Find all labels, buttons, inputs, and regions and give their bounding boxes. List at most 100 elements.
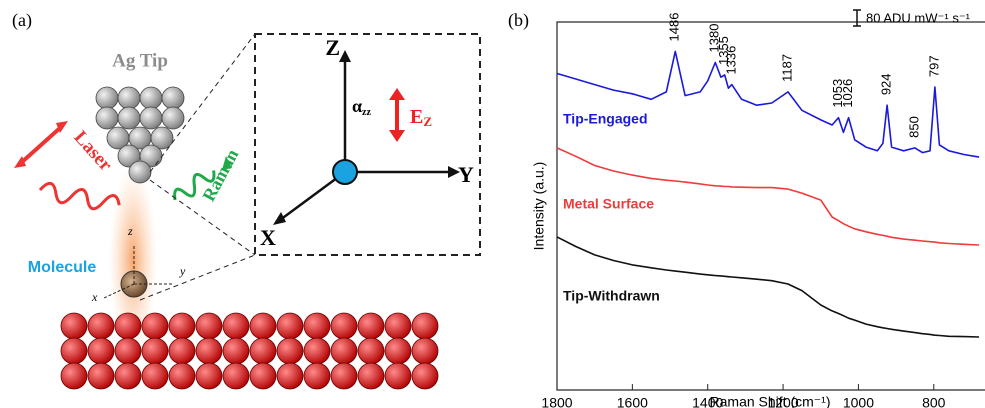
- surface-atom: [304, 363, 330, 389]
- series-label: Tip-Withdrawn: [563, 288, 660, 304]
- center-atom: [333, 160, 357, 184]
- x-tick-label: 1200: [767, 395, 798, 408]
- page: {"panel_a": {"label": "(a)", "tip": "Ag …: [0, 0, 985, 408]
- surface-atom: [412, 313, 438, 339]
- surface-atom: [142, 338, 168, 364]
- series-label: Metal Surface: [563, 196, 654, 212]
- x-tick-label: 1800: [541, 395, 572, 408]
- ag-atom: [162, 107, 184, 129]
- surface-atom: [331, 338, 357, 364]
- ag-atom: [140, 87, 162, 109]
- zoom-lines: [140, 34, 255, 300]
- polarizability: αzz: [352, 96, 371, 118]
- peak-label: 797: [926, 55, 941, 77]
- x-tick-label: 1600: [617, 395, 648, 408]
- figure: (a) Ag Tip Laser Raman Molecule z y x Z …: [0, 0, 985, 408]
- surface-atom: [169, 363, 195, 389]
- surface-atom: [358, 338, 384, 364]
- scale-bar-label: 80 ADU mW⁻¹ s⁻¹: [866, 10, 971, 25]
- x-tick-label: 800: [922, 395, 946, 408]
- surface-atom: [115, 338, 141, 364]
- surface-atom: [88, 313, 114, 339]
- field-sub: Z: [423, 114, 432, 129]
- panel-b: (b) 80 ADU mW⁻¹ s⁻¹ Raman Shift (cm⁻¹) I…: [508, 10, 985, 408]
- laser-arrow: [22, 128, 60, 162]
- scale-bar: [853, 10, 861, 26]
- surface-atom: [250, 363, 276, 389]
- surface-atom: [169, 338, 195, 364]
- surface-atom: [385, 363, 411, 389]
- surface-atom: [331, 313, 357, 339]
- surface-atom: [196, 338, 222, 364]
- ag-atom: [140, 107, 162, 129]
- raman-label: Raman: [198, 146, 242, 205]
- surface-atom: [277, 313, 303, 339]
- tip-label: Ag Tip: [112, 50, 168, 71]
- zoom-box: [255, 34, 480, 255]
- peak-label: 924: [879, 73, 894, 95]
- box-axis-z: Z: [325, 35, 340, 60]
- surface-atom: [223, 363, 249, 389]
- panel-label: (b): [508, 10, 529, 31]
- y-axis-label: Intensity (a.u.): [531, 162, 547, 251]
- ag-atom: [96, 107, 118, 129]
- surface-atom: [412, 338, 438, 364]
- box-axis-arrowheads: [273, 50, 460, 225]
- box-axes: [280, 58, 452, 220]
- x-tick-label: 1400: [692, 395, 723, 408]
- surface-atom: [277, 338, 303, 364]
- surface-atom: [88, 363, 114, 389]
- x-tick-label: 1000: [843, 395, 874, 408]
- surface-atom: [250, 313, 276, 339]
- surface-atom: [412, 363, 438, 389]
- ag-atom: [162, 87, 184, 109]
- mol-axis-x: x: [91, 290, 98, 304]
- surface-atom: [88, 338, 114, 364]
- surface-atom: [115, 313, 141, 339]
- alpha: α: [352, 96, 362, 116]
- peak-label: 1336: [723, 46, 738, 75]
- alpha-sub: zz: [362, 107, 371, 118]
- surface-atom: [223, 338, 249, 364]
- surface-atom: [169, 313, 195, 339]
- box-axis-y: Y: [458, 162, 474, 187]
- surface-atom: [385, 338, 411, 364]
- field-e: E: [410, 106, 423, 128]
- surface-atom: [115, 363, 141, 389]
- panel-label: (a): [12, 10, 32, 31]
- series-label: Tip-Engaged: [563, 111, 648, 127]
- laser-wave: [38, 173, 121, 220]
- surface-atom: [61, 338, 87, 364]
- peak-label: 1026: [840, 79, 855, 108]
- surface-atom: [250, 338, 276, 364]
- surface-atom: [61, 363, 87, 389]
- ag-atom: [118, 107, 140, 129]
- panel-a: (a) Ag Tip Laser Raman Molecule z y x Z …: [12, 10, 480, 389]
- molecule-label: Molecule: [28, 259, 97, 276]
- surface-atom: [196, 363, 222, 389]
- metal-surface: [61, 313, 438, 389]
- peak-label: 1187: [779, 54, 794, 82]
- surface-atom: [196, 313, 222, 339]
- surface-atom: [358, 313, 384, 339]
- mol-axis-y: y: [179, 264, 186, 278]
- surface-atom: [304, 313, 330, 339]
- ag-atom: [129, 161, 151, 183]
- surface-atom: [277, 363, 303, 389]
- ag-atom: [118, 87, 140, 109]
- spectrum-line: [557, 51, 979, 157]
- ag-tip: [96, 87, 184, 183]
- surface-atom: [358, 363, 384, 389]
- mol-axis-z: z: [127, 224, 133, 238]
- surface-atom: [61, 313, 87, 339]
- surface-atom: [142, 363, 168, 389]
- surface-atom: [304, 338, 330, 364]
- box-axis-x: X: [260, 225, 276, 250]
- ag-atom: [96, 87, 118, 109]
- surface-atom: [142, 313, 168, 339]
- field: EZ: [410, 106, 432, 129]
- surface-atom: [223, 313, 249, 339]
- peak-label: 850: [906, 116, 921, 138]
- peak-label: 1486: [667, 13, 682, 42]
- surface-atom: [385, 313, 411, 339]
